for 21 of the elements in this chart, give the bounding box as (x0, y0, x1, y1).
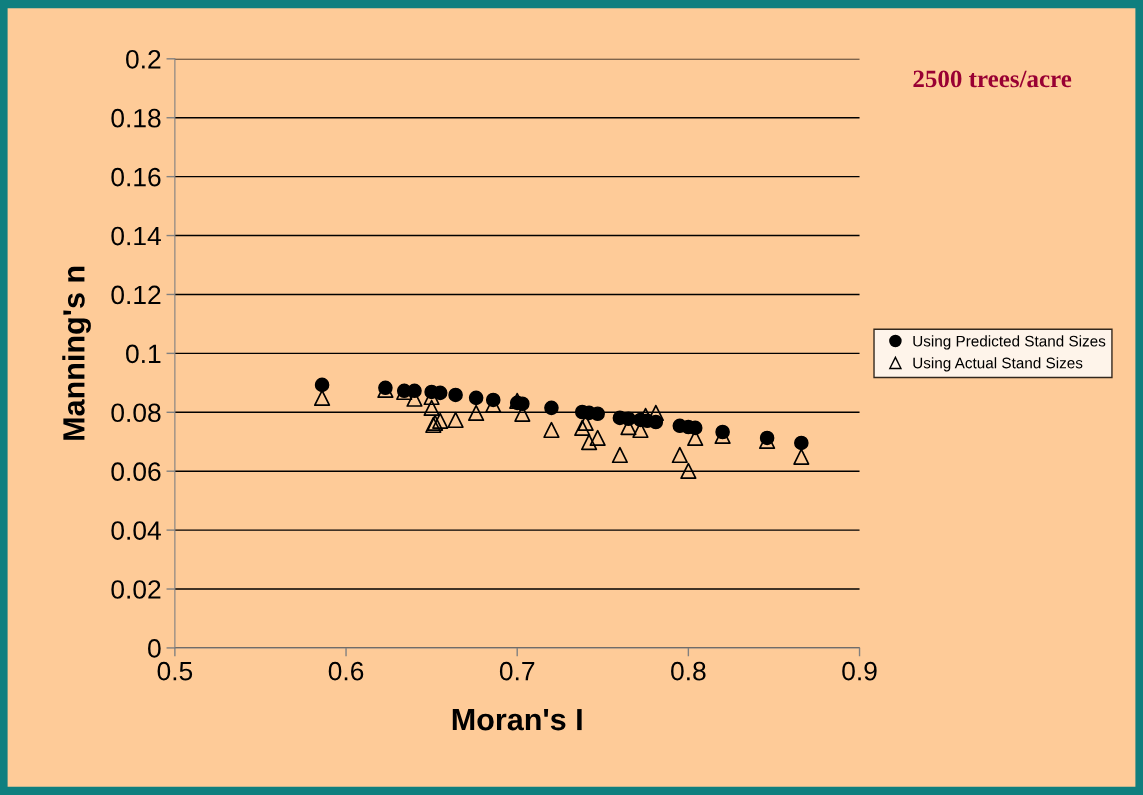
text: 2500 trees/acre (913, 70, 1072, 88)
x-tick-label: 0.5 (157, 661, 193, 681)
x-axis-title: Moran's I (452, 709, 582, 731)
y-tick-label: 0.04 (111, 521, 161, 540)
x-tick-label: 0.9 (842, 661, 877, 681)
legend-label: Using Actual Stand Sizes (913, 357, 1083, 372)
y-tick-label: 0 (148, 639, 161, 658)
x-tick-label: 0.7 (499, 661, 535, 681)
y-tick-label: 0.16 (111, 167, 161, 187)
x-tick-label: 0.8 (671, 661, 706, 681)
y-tick-label: 0.1 (126, 344, 161, 364)
y-tick-label: 0.06 (111, 462, 161, 482)
legend-label: Using Predicted Stand Sizes (913, 335, 1106, 350)
y-axis-title: Manning's n (62, 266, 91, 440)
y-tick-label: 0.2 (126, 49, 161, 69)
x-tick-label: 0.6 (328, 661, 364, 681)
y-tick-label: 0.14 (111, 226, 161, 246)
y-tick-label: 0.02 (111, 580, 161, 599)
y-tick-label: 0.12 (111, 285, 161, 305)
y-tick-label: 0.08 (111, 403, 161, 423)
y-tick-label: 0.18 (111, 108, 161, 128)
